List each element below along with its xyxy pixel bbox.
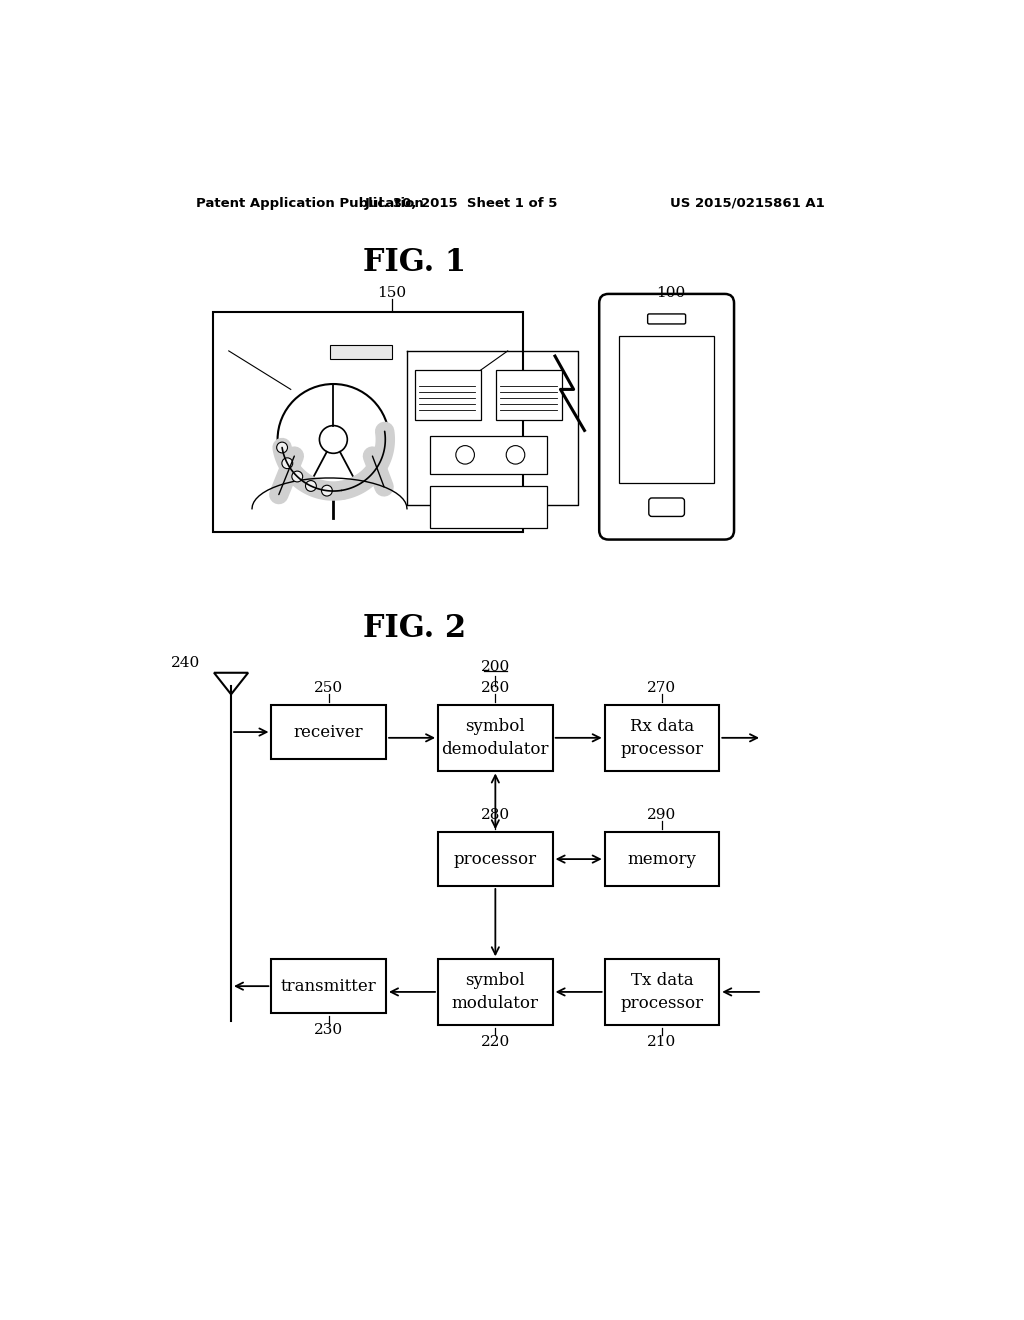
- Text: 240: 240: [171, 656, 200, 669]
- Text: Tx data
processor: Tx data processor: [621, 972, 703, 1012]
- Bar: [271, 705, 386, 759]
- Text: FIG. 1: FIG. 1: [364, 247, 466, 277]
- Bar: [438, 705, 553, 771]
- Circle shape: [292, 471, 303, 482]
- Text: 260: 260: [480, 681, 510, 696]
- Text: 280: 280: [481, 808, 510, 822]
- Text: 210: 210: [647, 1035, 677, 1048]
- Circle shape: [276, 442, 288, 453]
- Text: 230: 230: [314, 1023, 343, 1038]
- FancyBboxPatch shape: [647, 314, 686, 323]
- Bar: [620, 335, 714, 483]
- Text: symbol
demodulator: symbol demodulator: [441, 718, 549, 758]
- FancyBboxPatch shape: [599, 294, 734, 540]
- Bar: [213, 313, 523, 532]
- Bar: [430, 486, 547, 528]
- Text: 290: 290: [647, 808, 677, 822]
- Text: processor: processor: [454, 850, 537, 867]
- Text: 150: 150: [377, 286, 407, 300]
- Bar: [604, 832, 719, 886]
- Text: 220: 220: [480, 1035, 510, 1048]
- Text: 250: 250: [314, 681, 343, 696]
- Text: memory: memory: [628, 850, 696, 867]
- Bar: [604, 960, 719, 1024]
- FancyBboxPatch shape: [649, 498, 684, 516]
- Text: transmitter: transmitter: [281, 978, 377, 995]
- Bar: [430, 436, 547, 474]
- Text: 270: 270: [647, 681, 677, 696]
- Bar: [496, 370, 562, 420]
- Text: Patent Application Publication: Patent Application Publication: [197, 197, 424, 210]
- Text: FIG. 2: FIG. 2: [364, 612, 466, 644]
- Text: 100: 100: [656, 286, 685, 300]
- Bar: [330, 345, 391, 359]
- Bar: [415, 370, 480, 420]
- Text: symbol
modulator: symbol modulator: [452, 972, 539, 1012]
- Text: Jul. 30, 2015  Sheet 1 of 5: Jul. 30, 2015 Sheet 1 of 5: [365, 197, 558, 210]
- Circle shape: [282, 458, 293, 469]
- Bar: [438, 832, 553, 886]
- Bar: [604, 705, 719, 771]
- Circle shape: [322, 486, 333, 496]
- Text: receiver: receiver: [294, 723, 364, 741]
- Text: Rx data
processor: Rx data processor: [621, 718, 703, 758]
- Text: 200: 200: [480, 660, 510, 673]
- Text: US 2015/0215861 A1: US 2015/0215861 A1: [671, 197, 825, 210]
- Bar: [438, 960, 553, 1024]
- Bar: [271, 960, 386, 1014]
- Circle shape: [305, 480, 316, 491]
